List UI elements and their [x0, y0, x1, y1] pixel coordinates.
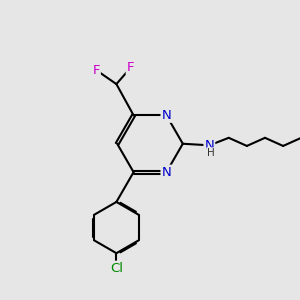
Text: N: N [161, 109, 171, 122]
Text: H: H [207, 148, 214, 158]
Text: F: F [127, 61, 134, 74]
Text: Cl: Cl [110, 262, 123, 275]
Text: F: F [92, 64, 100, 76]
Text: N: N [161, 166, 171, 179]
Text: N: N [205, 139, 214, 152]
